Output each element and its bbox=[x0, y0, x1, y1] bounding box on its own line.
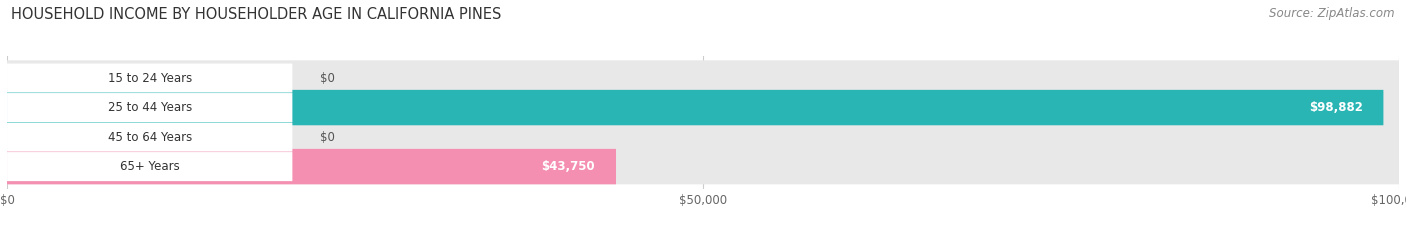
Text: Source: ZipAtlas.com: Source: ZipAtlas.com bbox=[1270, 7, 1395, 20]
Text: 15 to 24 Years: 15 to 24 Years bbox=[108, 72, 191, 85]
FancyBboxPatch shape bbox=[7, 149, 616, 184]
FancyBboxPatch shape bbox=[7, 123, 292, 152]
FancyBboxPatch shape bbox=[7, 93, 292, 122]
FancyBboxPatch shape bbox=[7, 64, 292, 93]
FancyBboxPatch shape bbox=[7, 152, 292, 181]
FancyBboxPatch shape bbox=[7, 90, 1384, 125]
Text: $98,882: $98,882 bbox=[1309, 101, 1362, 114]
Text: $0: $0 bbox=[321, 72, 335, 85]
Text: $0: $0 bbox=[321, 130, 335, 144]
FancyBboxPatch shape bbox=[7, 119, 1399, 155]
Text: $43,750: $43,750 bbox=[541, 160, 595, 173]
Text: HOUSEHOLD INCOME BY HOUSEHOLDER AGE IN CALIFORNIA PINES: HOUSEHOLD INCOME BY HOUSEHOLDER AGE IN C… bbox=[11, 7, 502, 22]
Text: 25 to 44 Years: 25 to 44 Years bbox=[108, 101, 191, 114]
FancyBboxPatch shape bbox=[7, 149, 1399, 184]
Text: 45 to 64 Years: 45 to 64 Years bbox=[108, 130, 191, 144]
FancyBboxPatch shape bbox=[7, 90, 1399, 125]
FancyBboxPatch shape bbox=[7, 60, 1399, 96]
Text: 65+ Years: 65+ Years bbox=[120, 160, 180, 173]
